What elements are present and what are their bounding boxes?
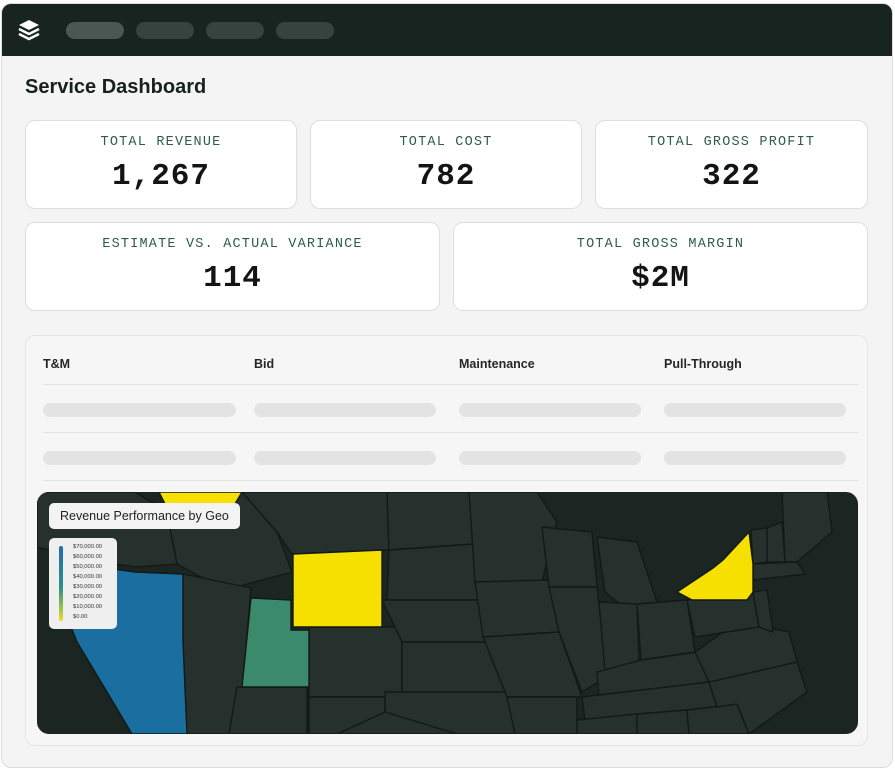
legend-color-scale [59,546,63,621]
legend-label: $0.00 [73,614,88,620]
nav-item-4[interactable] [276,22,334,39]
kpi-value: 114 [203,261,262,296]
state-colorado[interactable] [308,626,403,698]
state-arkansas[interactable] [506,696,578,734]
us-map-svg [37,492,833,734]
state-vermont[interactable] [750,527,768,565]
state-south-dakota[interactable] [386,543,480,601]
kpi-value: $2M [631,261,690,296]
legend-label: $60,000.00 [73,554,103,560]
legend-label: $30,000.00 [73,584,103,590]
state-illinois[interactable] [548,586,608,694]
skeleton-cell [43,403,236,417]
skeleton-cell [664,403,846,417]
page-title: Service Dashboard [25,76,207,98]
row-divider [43,432,858,433]
kpi-label: TOTAL COST [399,135,493,150]
legend-label: $50,000.00 [73,564,103,570]
skeleton-cell [459,403,641,417]
skeleton-cell [254,451,436,465]
state-arizona[interactable] [228,686,308,734]
state-wyoming[interactable] [292,549,383,628]
state-new-hampshire[interactable] [766,520,786,563]
column-header-maintenance[interactable]: Maintenance [459,357,535,371]
kpi-label: TOTAL GROSS MARGIN [576,237,745,252]
state-ohio[interactable] [636,599,696,661]
state-alabama[interactable] [636,709,690,734]
state-massachusetts[interactable] [752,561,807,581]
state-mississippi[interactable] [576,713,638,734]
row-divider [43,480,858,481]
skeleton-cell [459,451,641,465]
state-wisconsin[interactable] [541,526,598,588]
state-new-york[interactable] [675,530,754,601]
service-breakdown-panel: T&M Bid Maintenance Pull-Through [25,335,868,746]
map-title-label: Revenue Performance by Geo [49,503,240,529]
legend-label: $20,000.00 [73,594,103,600]
map-legend: $70,000.00 $60,000.00 $50,000.00 $40,000… [49,538,117,629]
column-header-pull-through[interactable]: Pull-Through [664,357,742,371]
top-nav-bar [2,4,892,56]
kpi-card-estimate-variance[interactable]: ESTIMATE VS. ACTUAL VARIANCE 114 [25,222,440,311]
legend-label: $40,000.00 [73,574,103,580]
app-window: Service Dashboard TOTAL REVENUE 1,267 TO… [1,3,893,768]
row-divider [43,384,858,385]
nav-item-1[interactable] [66,22,124,39]
skeleton-cell [254,403,436,417]
kpi-card-total-gross-margin[interactable]: TOTAL GROSS MARGIN $2M [453,222,868,311]
state-utah[interactable] [241,597,310,688]
revenue-geo-map[interactable]: Revenue Performance by Geo $70,000.00 $6… [37,492,858,734]
skeleton-cell [43,451,236,465]
kpi-value: 782 [416,159,476,194]
kpi-label: ESTIMATE VS. ACTUAL VARIANCE [102,237,363,252]
legend-label: $10,000.00 [73,604,103,610]
state-maine[interactable] [781,492,833,563]
nav-item-2[interactable] [136,22,194,39]
legend-label: $70,000.00 [73,544,103,550]
kpi-card-total-cost[interactable]: TOTAL COST 782 [310,120,582,209]
skeleton-cell [664,451,846,465]
state-michigan[interactable] [596,536,658,611]
column-header-tm[interactable]: T&M [43,357,71,371]
state-north-dakota[interactable] [386,492,476,551]
state-texas[interactable] [336,711,458,734]
kpi-card-total-revenue[interactable]: TOTAL REVENUE 1,267 [25,120,297,209]
kpi-label: TOTAL REVENUE [100,135,222,150]
kpi-value: 1,267 [111,159,210,194]
column-header-bid[interactable]: Bid [254,357,275,371]
nav-item-3[interactable] [206,22,264,39]
stacked-layers-icon[interactable] [16,19,42,41]
state-new-jersey[interactable] [752,589,774,634]
kpi-value: 322 [702,159,761,194]
kpi-label: TOTAL GROSS PROFIT [647,135,816,150]
kpi-card-total-gross-profit[interactable]: TOTAL GROSS PROFIT 322 [595,120,868,209]
state-iowa[interactable] [474,579,560,638]
